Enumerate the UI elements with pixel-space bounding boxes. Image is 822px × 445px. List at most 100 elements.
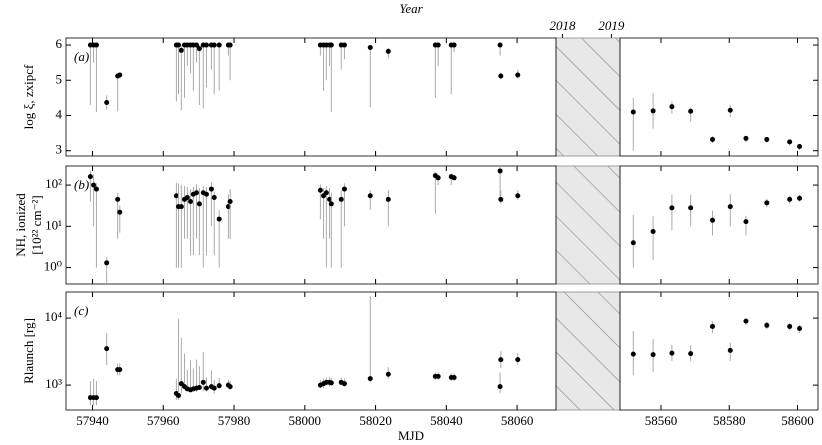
data-point (743, 219, 749, 225)
point-group (727, 104, 733, 118)
point-group (194, 42, 200, 63)
point-group (115, 73, 121, 112)
data-point (498, 357, 504, 363)
x-tick-label: 58000 (289, 413, 322, 428)
data-point (797, 143, 803, 149)
point-group (87, 381, 93, 406)
data-point (367, 376, 373, 382)
data-point (630, 351, 636, 357)
data-point (787, 196, 793, 202)
point-group (650, 216, 656, 261)
point-group (743, 215, 749, 236)
point-group (341, 378, 347, 387)
data-point (688, 205, 694, 211)
point-group (797, 194, 803, 202)
point-group (710, 210, 716, 236)
point-group (367, 190, 373, 210)
data-point (227, 384, 233, 390)
point-group (211, 379, 217, 394)
data-point (178, 47, 184, 53)
data-point (669, 205, 675, 211)
data-point (200, 379, 206, 385)
point-group (200, 185, 206, 268)
data-point (203, 191, 209, 197)
point-group (208, 181, 214, 227)
data-point (688, 351, 694, 357)
data-point (117, 367, 123, 373)
data-point (104, 346, 110, 352)
point-group (173, 182, 179, 268)
point-group (432, 42, 438, 98)
data-point (515, 72, 521, 78)
point-group (227, 42, 233, 81)
data-point (328, 380, 334, 386)
data-point (117, 209, 123, 215)
data-point (435, 42, 441, 48)
data-point (194, 42, 200, 48)
data-point (211, 385, 217, 391)
panel-frame (619, 165, 819, 285)
data-point (764, 200, 770, 206)
point-group (115, 192, 121, 239)
point-group (93, 183, 99, 268)
point-group (104, 95, 110, 110)
point-group (91, 174, 97, 227)
point-group (515, 353, 521, 365)
y-tick-label: 4 (56, 106, 63, 121)
data-point (188, 198, 194, 204)
y-tick-label: 6 (56, 36, 63, 51)
data-point (451, 42, 457, 48)
data-point (93, 395, 99, 401)
data-point (216, 216, 222, 222)
data-point (341, 186, 347, 192)
data-point (385, 196, 391, 202)
data-point (93, 186, 99, 192)
point-group (190, 186, 196, 256)
data-point (367, 193, 373, 199)
data-point (216, 42, 222, 48)
data-point (104, 260, 110, 266)
point-group (200, 42, 206, 109)
data-point (385, 371, 391, 377)
point-group (321, 42, 327, 91)
point-group (630, 97, 636, 151)
point-group (688, 194, 694, 227)
point-group (743, 318, 749, 326)
x-axis-label: MJD (398, 428, 424, 443)
data-point (787, 139, 793, 145)
point-group (497, 372, 503, 394)
point-group (321, 187, 327, 239)
point-group (448, 42, 454, 95)
point-group (515, 69, 521, 79)
data-point (341, 381, 347, 387)
point-group (87, 170, 93, 202)
y-tick-label: 10² (45, 176, 62, 191)
point-group (669, 344, 675, 361)
x-tick-label: 58580 (713, 413, 746, 428)
point-group (178, 337, 184, 394)
point-group (93, 42, 99, 112)
point-group (515, 190, 521, 200)
data-point (727, 347, 733, 353)
data-point (435, 373, 441, 379)
data-point (178, 204, 184, 210)
point-group (787, 322, 793, 331)
point-group (91, 378, 97, 406)
data-point (341, 42, 347, 48)
panel-frame (619, 37, 819, 157)
data-point (184, 194, 190, 200)
data-point (669, 350, 675, 356)
data-point (328, 42, 334, 48)
point-group (435, 174, 441, 186)
point-group (176, 42, 182, 95)
point-group (650, 93, 656, 129)
point-group (497, 166, 503, 202)
data-point (497, 168, 503, 174)
axis-break (555, 37, 621, 157)
data-point (710, 217, 716, 223)
point-group (182, 185, 188, 239)
point-group (203, 377, 209, 392)
data-point (764, 322, 770, 328)
point-group (435, 372, 441, 380)
